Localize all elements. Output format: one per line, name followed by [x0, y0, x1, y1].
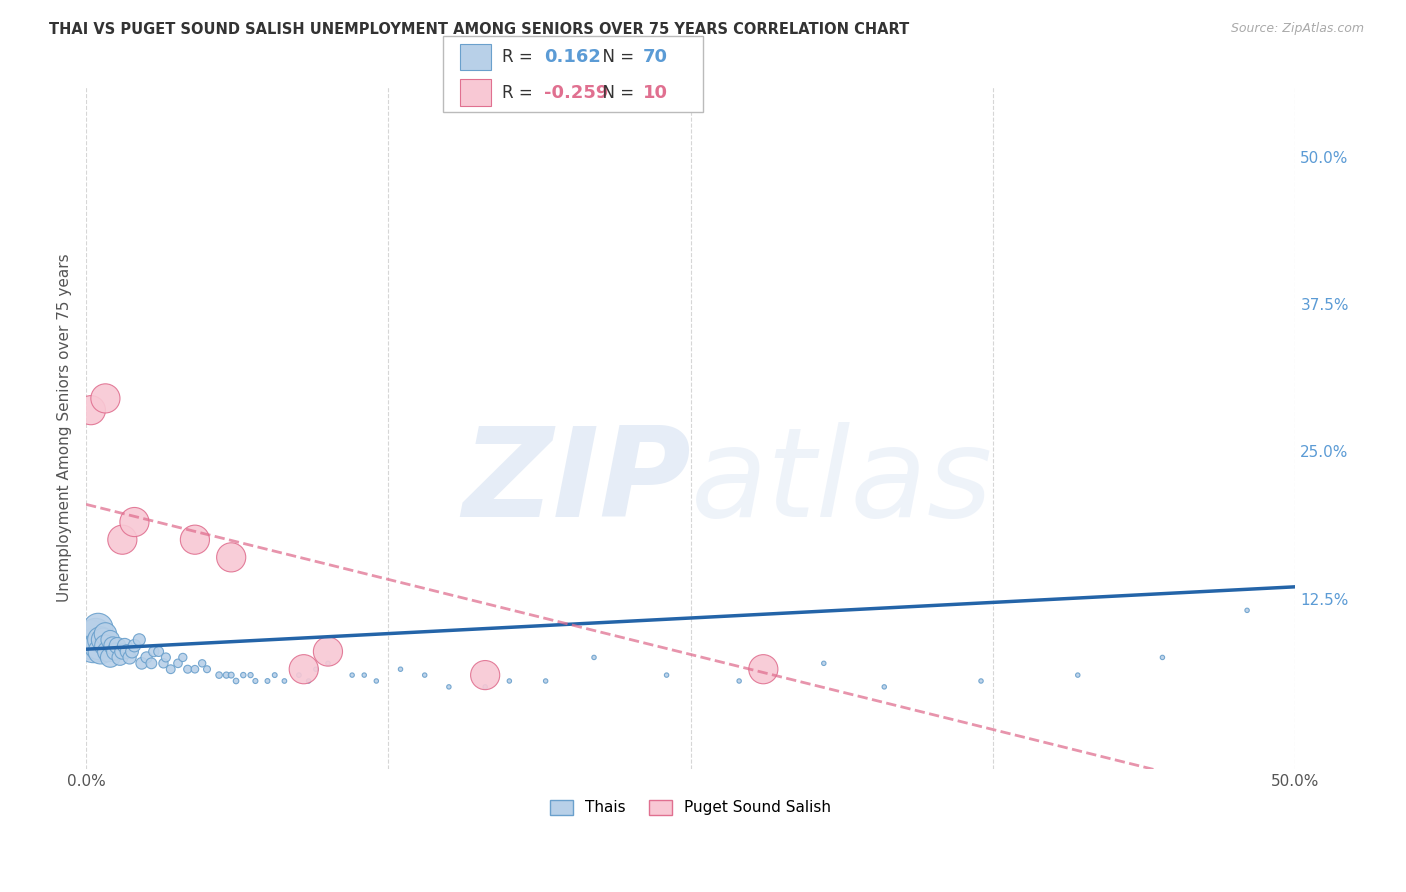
Point	[225, 673, 247, 688]
Point	[813, 657, 835, 671]
Text: THAI VS PUGET SOUND SALISH UNEMPLOYMENT AMONG SENIORS OVER 75 YEARS CORRELATION : THAI VS PUGET SOUND SALISH UNEMPLOYMENT …	[49, 22, 910, 37]
Point	[114, 639, 136, 653]
Point	[131, 657, 153, 671]
Point	[97, 644, 120, 658]
Point	[155, 650, 177, 665]
Point	[305, 662, 328, 676]
Point	[111, 644, 134, 658]
Point	[752, 662, 775, 676]
Point	[215, 668, 238, 682]
Legend: Thais, Puget Sound Salish: Thais, Puget Sound Salish	[543, 792, 839, 823]
Point	[128, 632, 150, 647]
Point	[498, 673, 520, 688]
Text: atlas: atlas	[690, 422, 993, 543]
Point	[474, 668, 496, 682]
Point	[142, 644, 165, 658]
Point	[728, 673, 751, 688]
Text: R =: R =	[502, 48, 538, 66]
Point	[121, 644, 143, 658]
Point	[80, 403, 103, 417]
Point	[970, 673, 993, 688]
Point	[152, 657, 174, 671]
Point	[94, 627, 117, 641]
Y-axis label: Unemployment Among Seniors over 75 years: Unemployment Among Seniors over 75 years	[58, 253, 72, 602]
Point	[90, 644, 112, 658]
Point	[219, 668, 242, 682]
Point	[87, 639, 110, 653]
Point	[124, 515, 146, 529]
Point	[195, 662, 218, 676]
Point	[582, 650, 605, 665]
Point	[124, 639, 146, 653]
Point	[1152, 650, 1174, 665]
Point	[1067, 668, 1090, 682]
Point	[389, 662, 412, 676]
Point	[82, 639, 104, 653]
Point	[101, 639, 124, 653]
Point	[297, 673, 319, 688]
Point	[184, 533, 207, 547]
Point	[534, 673, 557, 688]
Point	[316, 644, 339, 658]
Point	[94, 639, 117, 653]
Point	[98, 650, 121, 665]
Text: 10: 10	[643, 84, 668, 102]
Point	[115, 644, 138, 658]
Point	[107, 639, 129, 653]
Point	[340, 668, 363, 682]
Point	[118, 650, 141, 665]
Text: Source: ZipAtlas.com: Source: ZipAtlas.com	[1230, 22, 1364, 36]
Point	[208, 668, 231, 682]
Point	[80, 632, 103, 647]
Point	[148, 644, 170, 658]
Point	[239, 668, 262, 682]
Text: 0.162: 0.162	[544, 48, 600, 66]
Text: N =: N =	[592, 84, 640, 102]
Text: N =: N =	[592, 48, 640, 66]
Point	[87, 621, 110, 635]
Point	[1236, 603, 1258, 617]
Point	[91, 632, 114, 647]
Point	[245, 673, 267, 688]
Point	[288, 668, 311, 682]
Point	[104, 644, 127, 658]
Point	[84, 627, 107, 641]
Point	[366, 673, 388, 688]
Point	[135, 650, 157, 665]
Point	[90, 632, 112, 647]
Point	[94, 392, 117, 406]
Point	[167, 657, 190, 671]
Point	[172, 650, 194, 665]
Point	[219, 550, 242, 565]
Point	[108, 650, 131, 665]
Point	[176, 662, 198, 676]
Point	[232, 668, 254, 682]
Point	[184, 662, 207, 676]
Point	[111, 533, 134, 547]
Point	[474, 680, 496, 694]
Point	[98, 632, 121, 647]
Point	[141, 657, 163, 671]
Point	[413, 668, 436, 682]
Point	[353, 668, 375, 682]
Text: ZIP: ZIP	[463, 422, 690, 543]
Point	[873, 680, 896, 694]
Text: -0.259: -0.259	[544, 84, 609, 102]
Text: 70: 70	[643, 48, 668, 66]
Point	[292, 662, 315, 676]
Point	[316, 657, 339, 671]
Point	[191, 657, 214, 671]
Point	[263, 668, 285, 682]
Point	[437, 680, 460, 694]
Text: R =: R =	[502, 84, 538, 102]
Point	[159, 662, 181, 676]
Point	[273, 673, 295, 688]
Point	[655, 668, 678, 682]
Point	[256, 673, 278, 688]
